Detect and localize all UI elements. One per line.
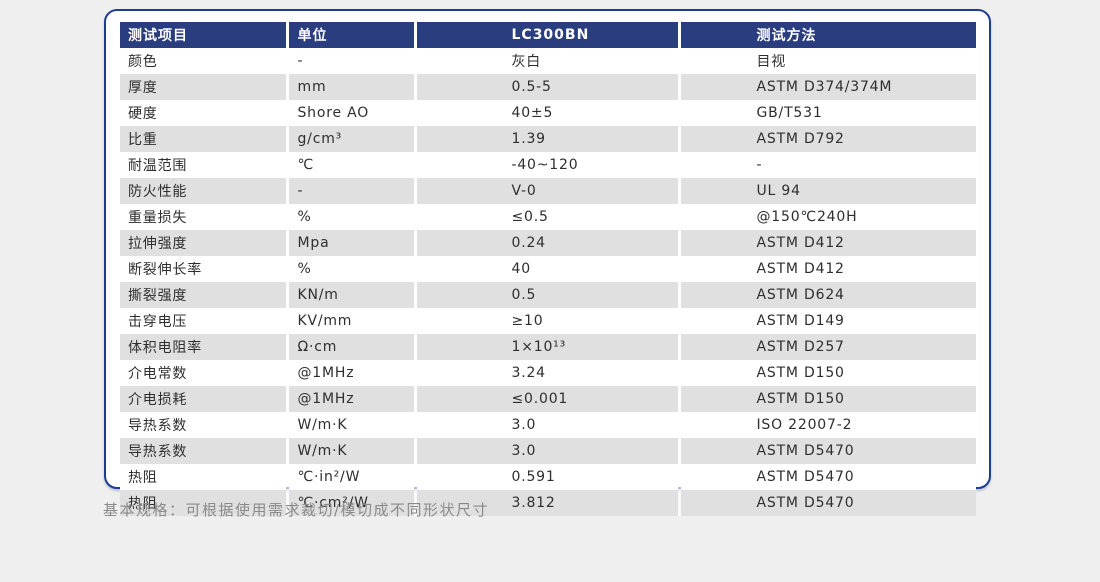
table-cell: 重量损失 — [120, 204, 287, 230]
table-cell: 防火性能 — [120, 178, 287, 204]
spec-table-body: 颜色 - 灰白 目视 厚度 mm 0.5-5 ASTM D374/374M 硬度 Shore AO… — [120, 48, 976, 516]
table-cell: @1MHz — [285, 386, 415, 412]
table-cell: Shore AO — [285, 100, 415, 126]
table-cell: 导热系数 — [120, 438, 287, 464]
table-cell: ≥10 — [413, 308, 679, 334]
table-cell: 3.812 — [413, 490, 679, 516]
table-cell: -40~120 — [413, 152, 679, 178]
table-cell: 厚度 — [120, 74, 287, 100]
column-header-test-method: 测试方法 — [677, 22, 976, 48]
table-cell: ≤0.001 — [413, 386, 679, 412]
table-cell: ASTM D5470 — [677, 464, 976, 490]
table-row: 防火性能 - V-0 UL 94 — [120, 178, 976, 204]
table-cell: UL 94 — [677, 178, 976, 204]
spec-card: 测试项目 单位 LC300BN 测试方法 颜色 - 灰白 目视 厚度 mm 0.5-5 AST… — [104, 9, 991, 516]
spec-table: 测试项目 单位 LC300BN 测试方法 颜色 - 灰白 目视 厚度 mm 0.5-5 AST… — [120, 22, 976, 516]
table-cell: Mpa — [285, 230, 415, 256]
table-cell: 0.591 — [413, 464, 679, 490]
table-cell: ASTM D149 — [677, 308, 976, 334]
table-row: 介电损耗 @1MHz ≤0.001 ASTM D150 — [120, 386, 976, 412]
column-header-unit: 单位 — [285, 22, 415, 48]
table-row: 体积电阻率 Ω·cm 1×10¹³ ASTM D257 — [120, 334, 976, 360]
table-cell: ℃·cm²/W — [285, 490, 415, 516]
table-cell: mm — [285, 74, 415, 100]
table-cell: 耐温范围 — [120, 152, 287, 178]
table-cell: % — [285, 204, 415, 230]
table-cell: @150℃240H — [677, 204, 976, 230]
table-cell: 3.24 — [413, 360, 679, 386]
table-cell: ASTM D5470 — [677, 438, 976, 464]
table-cell: - — [285, 178, 415, 204]
table-cell: % — [285, 256, 415, 282]
table-cell: 目视 — [677, 48, 976, 74]
table-cell: GB/T531 — [677, 100, 976, 126]
table-row: 耐温范围 ℃ -40~120- — [120, 152, 976, 178]
table-cell: - — [285, 48, 415, 74]
table-cell: KV/mm — [285, 308, 415, 334]
table-cell: 40±5 — [413, 100, 679, 126]
column-header-product: LC300BN — [413, 22, 679, 48]
table-cell: W/m·K — [285, 438, 415, 464]
table-row: 厚度 mm 0.5-5 ASTM D374/374M — [120, 74, 976, 100]
table-cell: V-0 — [413, 178, 679, 204]
table-cell: ≤0.5 — [413, 204, 679, 230]
table-cell: 3.0 — [413, 438, 679, 464]
table-cell: 导热系数 — [120, 412, 287, 438]
table-row: 重量损失% ≤0.5 @150℃240H — [120, 204, 976, 230]
table-cell: ℃·in²/W — [285, 464, 415, 490]
table-row: 比重 g/cm³ 1.39 ASTM D792 — [120, 126, 976, 152]
table-cell: ASTM D412 — [677, 230, 976, 256]
table-row: 击穿电压 KV/mm ≥10 ASTM D149 — [120, 308, 976, 334]
table-row: 断裂伸长率% 40 ASTM D412 — [120, 256, 976, 282]
table-cell: g/cm³ — [285, 126, 415, 152]
table-cell: ASTM D150 — [677, 386, 976, 412]
table-row: 颜色 - 灰白 目视 — [120, 48, 976, 74]
basic-spec-caption: 基本规格：可根据使用需求裁切/模切成不同形状尺寸 — [103, 501, 490, 519]
table-cell: - — [677, 152, 976, 178]
table-row: 介电常数 @1MHz 3.24 ASTM D150 — [120, 360, 976, 386]
table-cell: ISO 22007-2 — [677, 412, 976, 438]
table-cell: 硬度 — [120, 100, 287, 126]
table-cell: 1×10¹³ — [413, 334, 679, 360]
table-row: 热阻 ℃·in²/W 0.591 ASTM D5470 — [120, 464, 976, 490]
table-row: 导热系数 W/m·K 3.0 ASTM D5470 — [120, 438, 976, 464]
table-cell: 灰白 — [413, 48, 679, 74]
table-cell: 介电常数 — [120, 360, 287, 386]
table-cell: ASTM D412 — [677, 256, 976, 282]
table-cell: 介电损耗 — [120, 386, 287, 412]
table-cell: 热阻 — [120, 490, 287, 516]
table-cell: 颜色 — [120, 48, 287, 74]
table-cell: 3.0 — [413, 412, 679, 438]
table-cell: @1MHz — [285, 360, 415, 386]
table-cell: 体积电阻率 — [120, 334, 287, 360]
table-cell: 0.24 — [413, 230, 679, 256]
table-cell: 撕裂强度 — [120, 282, 287, 308]
table-row: 硬度 Shore AO 40±5 GB/T531 — [120, 100, 976, 126]
table-cell: 击穿电压 — [120, 308, 287, 334]
table-cell: KN/m — [285, 282, 415, 308]
table-cell: 比重 — [120, 126, 287, 152]
table-cell: Ω·cm — [285, 334, 415, 360]
column-header-test-item: 测试项目 — [120, 22, 287, 48]
table-cell: 拉伸强度 — [120, 230, 287, 256]
table-cell: 热阻 — [120, 464, 287, 490]
table-row: 热阻 ℃·cm²/W 3.812 ASTM D5470 — [120, 490, 976, 516]
table-cell: ℃ — [285, 152, 415, 178]
table-cell: 0.5 — [413, 282, 679, 308]
table-cell: 1.39 — [413, 126, 679, 152]
table-cell: 40 — [413, 256, 679, 282]
table-cell: ASTM D792 — [677, 126, 976, 152]
table-row: 导热系数 W/m·K 3.0 ISO 22007-2 — [120, 412, 976, 438]
table-cell: W/m·K — [285, 412, 415, 438]
table-cell: ASTM D150 — [677, 360, 976, 386]
table-cell: ASTM D257 — [677, 334, 976, 360]
table-cell: ASTM D624 — [677, 282, 976, 308]
table-cell: ASTM D5470 — [677, 490, 976, 516]
table-row: 撕裂强度 KN/m 0.5 ASTM D624 — [120, 282, 976, 308]
table-cell: ASTM D374/374M — [677, 74, 976, 100]
table-cell: 0.5-5 — [413, 74, 679, 100]
table-row: 拉伸强度 Mpa 0.24 ASTM D412 — [120, 230, 976, 256]
table-header-row: 测试项目 单位 LC300BN 测试方法 — [120, 22, 976, 48]
table-cell: 断裂伸长率 — [120, 256, 287, 282]
